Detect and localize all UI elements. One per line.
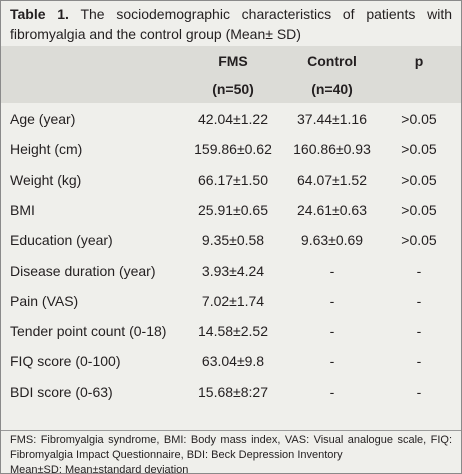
row-label: Education (year) — [10, 232, 113, 249]
table-cell: >0.05 — [401, 201, 437, 218]
column-header: p — [414, 53, 424, 69]
table-cell: >0.05 — [401, 232, 437, 249]
column-n: (n=50) — [212, 81, 254, 97]
caption-label: Table 1. — [10, 6, 69, 22]
table-cell: - — [416, 323, 422, 340]
row-label: BMI — [10, 201, 35, 218]
table-cell: 66.17±1.50 — [198, 171, 268, 188]
column-header: FMS — [218, 53, 248, 69]
footnotes: FMS: Fibromyalgia syndrome, BMI: Body ma… — [10, 433, 452, 474]
table-cell: >0.05 — [401, 111, 437, 127]
row-label: Disease duration (year) — [10, 262, 156, 279]
column-n: (n=40) — [311, 81, 353, 97]
table-cell: 14.58±2.52 — [198, 323, 268, 340]
table-cell: - — [329, 383, 335, 400]
column-header: Control — [307, 53, 357, 69]
caption-text: The sociodemographic characteristics of … — [10, 6, 452, 42]
footnote: FMS: Fibromyalgia syndrome, BMI: Body ma… — [10, 434, 452, 461]
row-label: Pain (VAS) — [10, 292, 79, 309]
table-cell: 160.86±0.93 — [293, 141, 371, 158]
table-cell: 25.91±0.65 — [198, 201, 268, 218]
table-cell: - — [416, 383, 422, 400]
row-label: Weight (kg) — [10, 171, 82, 188]
table-cell: 159.86±0.62 — [194, 141, 272, 158]
table-cell: 37.44±1.16 — [297, 111, 367, 127]
table-cell: - — [416, 292, 422, 309]
table-cell: 9.63±0.69 — [300, 232, 364, 249]
table-cell: 3.93±4.24 — [201, 262, 265, 279]
row-label: Tender point count (0-18) — [10, 323, 167, 340]
table-cell: 9.35±0.58 — [201, 232, 265, 249]
table-cell: >0.05 — [401, 171, 437, 188]
table-cell: 64.07±1.52 — [297, 171, 367, 188]
table-cell: - — [329, 323, 335, 340]
row-label: BDI score (0-63) — [10, 383, 113, 400]
table-cell: 15.68±8:27 — [198, 383, 268, 400]
table-cell: 42.04±1.22 — [198, 111, 268, 127]
table-cell: >0.05 — [401, 141, 437, 158]
footnote: Mean±SD: Mean±standard deviation — [10, 464, 189, 474]
footer-rule — [1, 430, 461, 431]
table-cell: 63.04±9.8 — [201, 353, 265, 370]
table-cell: - — [416, 353, 422, 370]
table-cell: - — [329, 353, 335, 370]
row-label: Age (year) — [10, 111, 76, 127]
table-cell: - — [329, 292, 335, 309]
header-band — [1, 46, 461, 103]
row-label: Height (cm) — [10, 141, 83, 158]
table-cell: - — [416, 262, 422, 279]
table-cell: 24.61±0.63 — [297, 201, 367, 218]
row-label: FIQ score (0-100) — [10, 353, 121, 370]
table-cell: - — [329, 262, 335, 279]
table-cell: 7.02±1.74 — [201, 292, 265, 309]
caption: Table 1. The sociodemographic characteri… — [10, 4, 452, 44]
